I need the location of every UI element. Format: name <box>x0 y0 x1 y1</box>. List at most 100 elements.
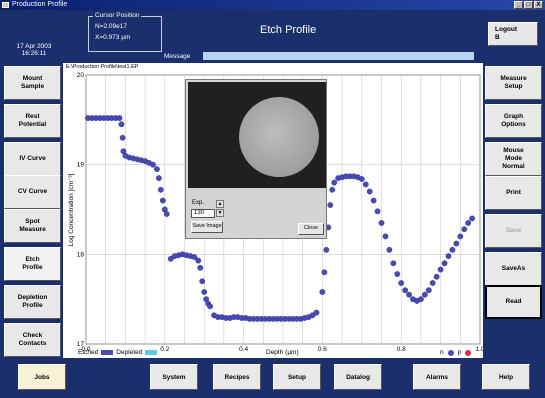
maximize-button[interactable]: □ <box>524 1 533 9</box>
rest-potential-button[interactable]: Rest Potential <box>4 104 61 138</box>
measure-setup-button[interactable]: Measure Setup <box>485 66 542 100</box>
button-label: Check <box>22 332 43 339</box>
n-type-dot-icon <box>447 349 454 356</box>
page-title: Etch Profile <box>260 24 317 36</box>
data-point <box>199 278 206 285</box>
image-popup: Exp. 130 ▲ ▼ Save Image Close <box>185 79 327 239</box>
legend-etched-swatch <box>101 350 114 355</box>
time-text: 16:26:11 <box>21 50 47 57</box>
exposure-down-icon[interactable]: ▼ <box>216 209 224 217</box>
help-button[interactable]: Help <box>482 364 530 390</box>
data-point <box>465 220 472 226</box>
data-point <box>154 166 160 173</box>
data-point <box>197 264 204 271</box>
data-point <box>331 179 338 186</box>
data-point <box>457 233 464 240</box>
data-point <box>116 115 123 121</box>
data-point <box>390 260 397 267</box>
data-point <box>461 226 468 233</box>
alarms-button[interactable]: Alarms <box>413 364 461 390</box>
cursor-position-legend: Cursor Position <box>93 12 142 19</box>
spot-measure-button[interactable]: Spot Measure <box>4 209 61 243</box>
data-point <box>378 220 385 226</box>
print-button[interactable]: Print <box>485 176 542 210</box>
legend-depleted-swatch <box>145 350 158 355</box>
data-point <box>167 255 174 262</box>
system-button[interactable]: System <box>150 364 198 390</box>
data-point <box>319 289 326 295</box>
x-tick-label: 0.0 <box>81 346 90 353</box>
button-label: Mount <box>22 75 43 82</box>
iv-curve-button[interactable]: IV Curve <box>4 142 61 176</box>
etch-profile-chart[interactable]: 17 18 19 20 0.0 0.2 0.4 0.6 0.8 1.0 Log Concentra… <box>63 63 483 358</box>
button-label: Spot <box>25 218 40 225</box>
mouse-mode-button[interactable]: Mouse Mode Normal <box>485 142 542 176</box>
data-point <box>421 291 428 298</box>
window-title: Production Profile <box>12 1 68 8</box>
carrier-type-legend: n p <box>440 349 472 356</box>
data-point <box>150 161 156 168</box>
button-label: Profile <box>22 264 43 271</box>
setup-button[interactable]: Setup <box>273 364 321 390</box>
button-label: Measure <box>500 75 527 82</box>
save-as-button[interactable]: SaveAs <box>485 252 542 286</box>
data-point <box>386 246 393 253</box>
logout-label: Logout <box>495 26 518 33</box>
datalog-button[interactable]: Datalog <box>334 364 382 390</box>
date-text: 17 Apr 2003 <box>16 43 52 50</box>
exposure-up-icon[interactable]: ▲ <box>216 200 224 208</box>
data-point <box>402 287 409 294</box>
depletion-profile-button[interactable]: Depletion Profile <box>4 285 61 319</box>
etch-profile-button[interactable]: Etch Profile <box>4 247 61 281</box>
recipes-button[interactable]: Recipes <box>213 364 261 390</box>
data-point <box>394 271 401 277</box>
data-point <box>159 197 166 204</box>
close-window-button[interactable]: X <box>534 1 543 9</box>
exposure-label: Exp. <box>192 200 205 206</box>
button-label: Measure <box>19 226 46 233</box>
button-label: Print <box>506 189 521 196</box>
file-path: E:\Production Profile\test1.EP <box>66 64 139 70</box>
data-point <box>398 280 405 286</box>
cv-curve-button[interactable]: CV Curve <box>4 175 61 209</box>
x-tick-label: 0.2 <box>160 346 169 353</box>
x-tick-label: 0.8 <box>397 346 406 353</box>
save-image-button[interactable]: Save Image <box>191 221 223 233</box>
button-label: Contacts <box>18 340 47 347</box>
button-label: Mode <box>505 155 522 162</box>
message-label: Message <box>164 53 191 60</box>
button-label: Etch <box>25 256 40 263</box>
data-point <box>417 296 424 303</box>
y-tick-label: 19 <box>77 162 85 169</box>
app-icon <box>2 2 9 8</box>
data-point <box>118 121 125 128</box>
data-point <box>425 287 432 294</box>
graph-options-button[interactable]: Graph Options <box>485 104 542 138</box>
button-label: CV Curve <box>17 188 48 195</box>
jobs-button[interactable]: Jobs <box>18 364 66 390</box>
button-label: SaveAs <box>501 265 526 272</box>
mount-sample-button[interactable]: Mount Sample <box>4 66 61 100</box>
check-contacts-button[interactable]: Check Contacts <box>4 323 61 357</box>
logout-user: B <box>495 34 500 41</box>
data-point <box>119 134 126 141</box>
data-point <box>327 202 334 208</box>
y-tick-label: 17 <box>77 341 85 348</box>
data-point <box>201 289 208 295</box>
cursor-n-value: N=2.09e17 <box>95 23 127 30</box>
read-button[interactable]: Read <box>485 285 542 319</box>
button-label: Graph <box>503 113 524 120</box>
button-label: Setup <box>504 83 523 90</box>
close-popup-button[interactable]: Close <box>298 223 324 235</box>
cursor-position-box: Cursor Position N=2.09e17 X=0.973 µm <box>88 12 162 52</box>
data-point <box>155 175 162 182</box>
save-button[interactable]: Save <box>485 214 542 248</box>
data-point <box>358 176 365 182</box>
exposure-input[interactable]: 130 <box>191 209 215 218</box>
logout-button[interactable]: Logout B <box>488 22 538 46</box>
p-type-dot-icon <box>465 349 472 356</box>
data-point <box>449 246 456 253</box>
data-point <box>207 303 214 310</box>
minimize-button[interactable]: _ <box>514 1 523 9</box>
button-label: IV Curve <box>19 155 46 162</box>
